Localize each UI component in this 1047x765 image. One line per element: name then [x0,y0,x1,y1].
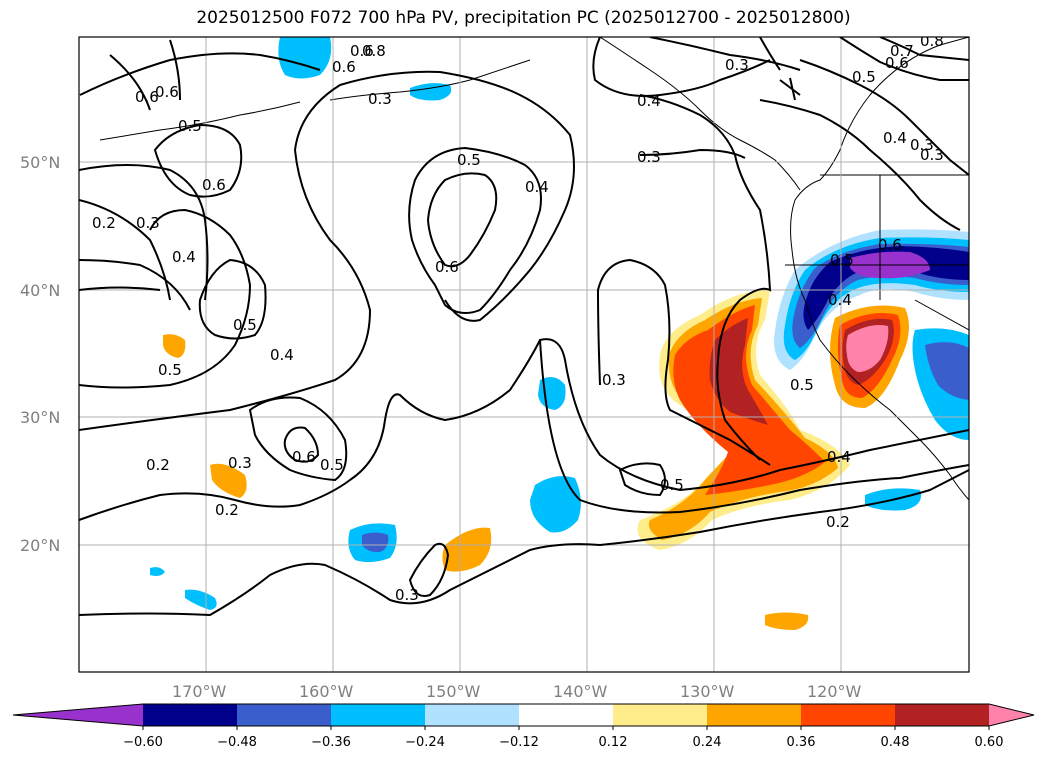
lat-label-50n: 50°N [20,153,60,172]
precip-positive-area [210,463,247,498]
contour-label: 0.3 [910,136,934,154]
contour-label: 0.8 [920,32,944,50]
contour-label: 0.2 [146,456,170,474]
precip-positive-area [442,527,492,572]
contour-label: 0.3 [725,56,749,74]
colorbar-extend-low [13,704,143,726]
contour-label: 0.2 [826,513,850,531]
contour-label: 0.6 [135,88,159,106]
map-frame [78,36,970,673]
colorbar: −0.60 −0.48 −0.36 −0.24 −0.12 0.12 0.24 0.36 0.4… [12,703,1035,750]
contour-label: 0.7 [890,42,914,60]
contour-label: 0.6 [435,258,459,276]
lon-label-150w: 150°W [426,682,481,701]
contour-label: 0.4 [525,178,549,196]
colorbar-segment [801,704,896,726]
precip-negative-area [185,589,217,610]
precip-negative-area [538,376,566,410]
contour-label: 0.5 [830,251,854,269]
lat-label-20n: 20°N [20,536,60,555]
lat-label-30n: 30°N [20,408,60,427]
contour-label: 0.6 [350,42,374,60]
precip-shading [150,37,969,630]
contour-label: 0.4 [827,448,851,466]
colorbar-extend-high [989,704,1034,726]
contour-label: 0.8 [362,42,386,60]
figure-title: 2025012500 F072 700 hPa PV, precipitatio… [196,8,851,28]
gridlines [79,37,969,672]
colorbar-segment [331,704,426,726]
contour-label: 0.6 [155,83,179,101]
contour-label: 0.6 [878,236,902,254]
precip-negative-area [925,342,969,400]
colorbar-tick-label: −0.36 [311,735,351,750]
contour-label: 0.6 [885,54,909,72]
precip-positive-area [163,334,186,358]
contour-label: 0.4 [270,346,294,364]
longitude-labels: 170°W 160°W 150°W 140°W 130°W 120°W [172,682,862,701]
precip-negative-area [278,37,332,79]
colorbar-segment [613,704,708,726]
colorbar-tick-label: 0.48 [881,735,910,750]
contour-label: 0.4 [637,92,661,110]
contour-label: 0.3 [395,586,419,604]
colorbar-segment [237,704,332,726]
lon-label-140w: 140°W [553,682,608,701]
contour-label: 0.2 [215,501,239,519]
contour-label: 0.4 [828,291,852,309]
contour-label: 0.6 [202,176,226,194]
contour-label: 0.3 [368,90,392,108]
contour-label: 0.5 [457,151,481,169]
precip-positive-area [846,325,889,372]
precip-negative-area [410,83,452,101]
lon-label-130w: 130°W [680,682,735,701]
colorbar-tick-label: −0.24 [405,735,445,750]
contour-label: 0.5 [233,316,257,334]
contour-label: 0.5 [178,117,202,135]
contour-label: 0.4 [883,129,907,147]
lat-label-40n: 40°N [20,281,60,300]
map-panel: 0.8 0.6 0.3 0.6 0.5 0.6 0.2 0.3 0.4 0.5 … [79,32,969,672]
contour-label: 0.5 [320,456,344,474]
colorbar-segment [143,704,238,726]
contour-label: 0.3 [920,146,944,164]
contour-label: 0.6 [332,58,356,76]
colorbar-segment [707,704,802,726]
contour-label: 0.3 [637,148,661,166]
colorbar-segment [895,704,990,726]
latitude-labels: 50°N 40°N 30°N 20°N [20,153,60,555]
colorbar-segment [519,704,614,726]
colorbar-tick-label: 0.24 [693,735,722,750]
contour-label: 0.5 [660,476,684,494]
lon-label-170w: 170°W [172,682,227,701]
lon-label-120w: 120°W [807,682,862,701]
contour-labels: 0.8 0.6 0.3 0.6 0.5 0.6 0.2 0.3 0.4 0.5 … [92,32,944,604]
contour-label: 0.3 [602,371,626,389]
precip-negative-area [150,567,165,576]
colorbar-segment [425,704,520,726]
contour-label: 0.5 [158,361,182,379]
colorbar-tick-label: 0.12 [599,735,628,750]
colorbar-tick-label: −0.48 [217,735,257,750]
contour-label: 0.5 [790,376,814,394]
contour-label: 0.2 [92,214,116,232]
contour-label: 0.3 [228,454,252,472]
precip-positive-area [709,318,768,425]
colorbar-tick-label: 0.36 [787,735,816,750]
lon-label-160w: 160°W [299,682,354,701]
contour-label: 0.3 [136,214,160,232]
colorbar-tick-label: −0.60 [123,735,163,750]
precip-negative-area [362,532,389,553]
precip-positive-area [765,612,809,630]
precip-negative-area [530,476,581,533]
colorbar-tick-label: −0.12 [499,735,539,750]
pv-contours [79,37,969,617]
contour-label: 0.6 [292,448,316,466]
contour-label: 0.4 [172,248,196,266]
colorbar-tick-label: 0.60 [975,735,1004,750]
contour-label: 0.5 [852,68,876,86]
